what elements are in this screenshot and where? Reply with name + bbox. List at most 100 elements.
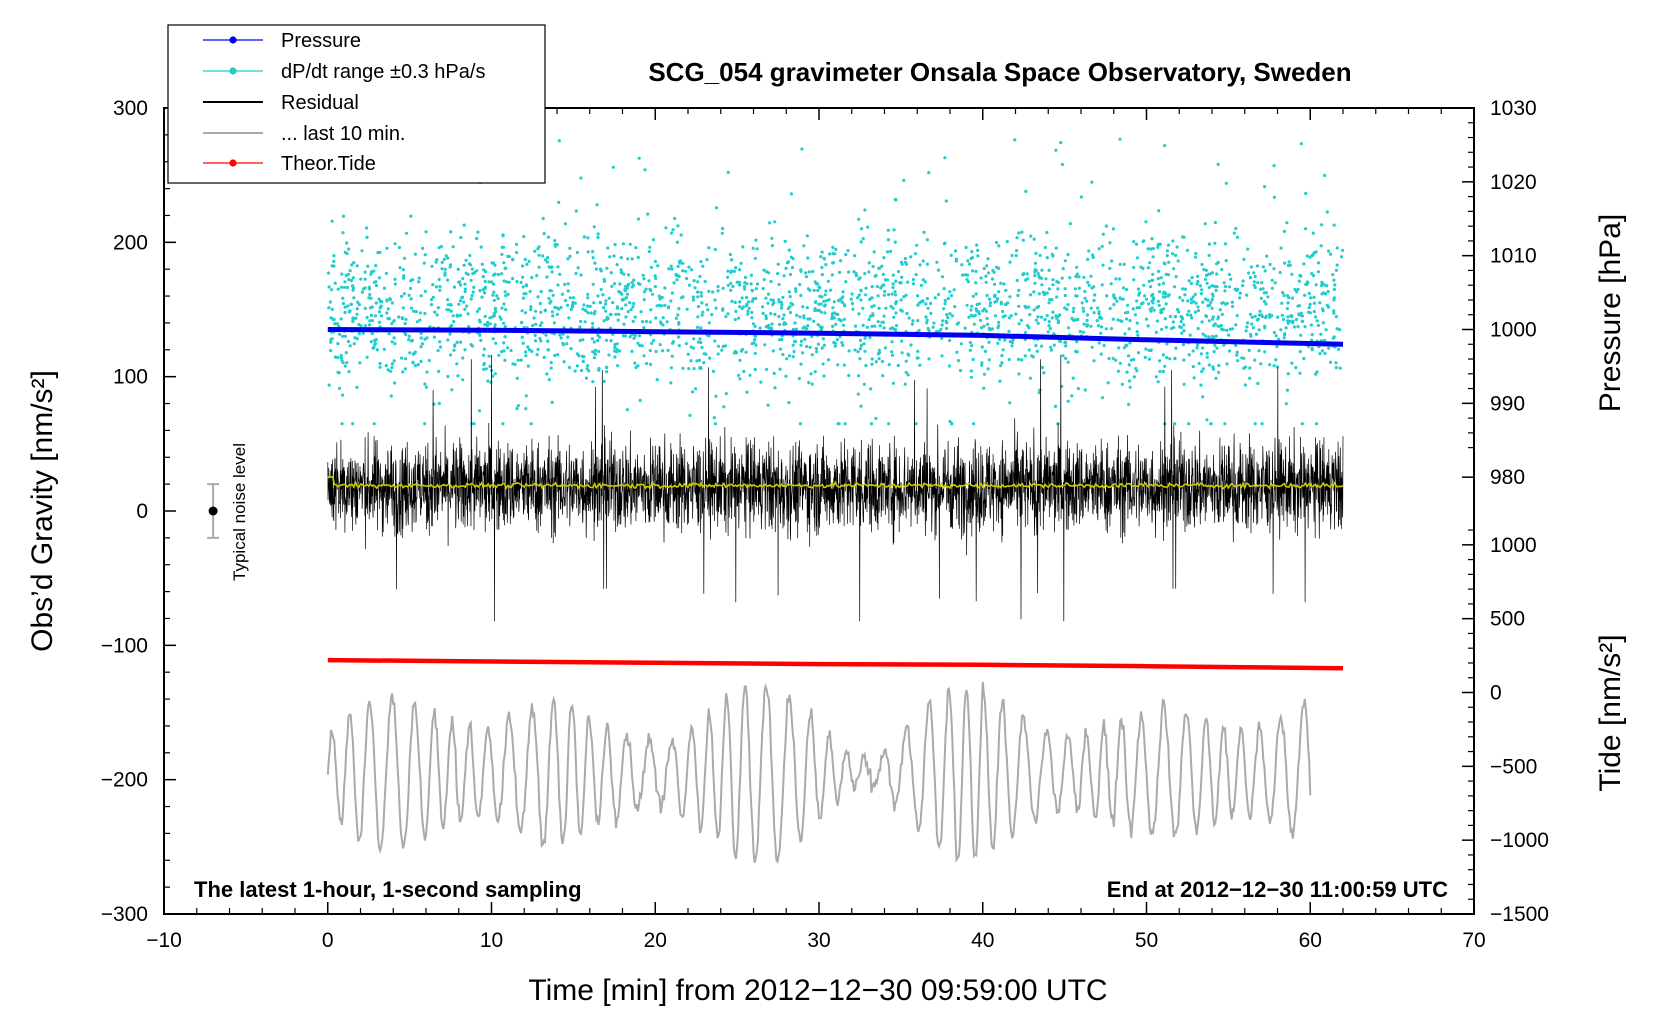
dpdt-point (458, 280, 462, 284)
dpdt-point (1268, 363, 1272, 367)
dpdt-point (969, 256, 973, 261)
dpdt-point (494, 341, 498, 345)
dpdt-point (1219, 323, 1223, 328)
dpdt-point (1104, 327, 1108, 331)
dpdt-point (907, 316, 911, 320)
dpdt-point (604, 299, 608, 303)
dpdt-point (597, 368, 601, 372)
dpdt-point (833, 252, 837, 256)
dpdt-point (501, 233, 505, 237)
dpdt-point (521, 341, 525, 345)
dpdt-point (1175, 245, 1179, 249)
dpdt-point (820, 250, 824, 254)
dpdt-point (983, 349, 988, 353)
dpdt-point (369, 272, 373, 276)
dpdt-point (789, 255, 793, 259)
noise-level-marker (207, 483, 220, 539)
dpdt-point (1301, 319, 1305, 323)
dpdt-point (1242, 257, 1246, 261)
dpdt-point (1303, 293, 1307, 297)
dpdt-point (1285, 307, 1289, 311)
dpdt-point (734, 309, 738, 313)
dpdt-point (1196, 279, 1200, 284)
dpdt-point (765, 367, 769, 371)
dpdt-point (1047, 320, 1051, 324)
dpdt-point (341, 214, 346, 218)
dpdt-point (1275, 345, 1279, 349)
dpdt-point (486, 379, 490, 383)
dpdt-point (1257, 313, 1261, 317)
dpdt-point (802, 325, 806, 329)
legend-label-pressure: Pressure (281, 30, 361, 52)
dpdt-point (464, 258, 468, 262)
dpdt-point (787, 248, 791, 252)
dpdt-point (352, 342, 356, 346)
dpdt-point (965, 303, 969, 307)
dpdt-point (1143, 294, 1147, 298)
dpdt-point (1146, 247, 1150, 251)
dpdt-point (923, 280, 927, 284)
dpdt-point (1204, 268, 1208, 272)
dpdt-point (671, 228, 675, 232)
dpdt-point (843, 422, 847, 426)
dpdt-point (667, 267, 671, 271)
dpdt-point (817, 308, 821, 312)
dpdt-point (488, 322, 492, 326)
dpdt-point (328, 300, 332, 304)
dpdt-point (411, 309, 416, 313)
dpdt-point (858, 347, 863, 351)
dpdt-point (809, 372, 813, 376)
dpdt-point (770, 244, 775, 248)
dpdt-point (927, 171, 931, 175)
dpdt-point (754, 296, 758, 301)
dpdt-point (378, 306, 382, 310)
dpdt-point (713, 422, 718, 426)
dpdt-point (677, 307, 681, 311)
dpdt-point (1165, 356, 1169, 360)
dpdt-point (781, 352, 785, 357)
dpdt-point (1083, 289, 1087, 294)
dpdt-point (788, 272, 793, 277)
dpdt-point (436, 349, 440, 353)
dpdt-point (1154, 375, 1158, 379)
dpdt-point (352, 296, 356, 300)
dpdt-point (808, 317, 812, 321)
dpdt-point (601, 293, 605, 297)
dpdt-point (1332, 335, 1336, 339)
dpdt-point (1102, 343, 1106, 348)
dpdt-point (492, 282, 496, 286)
dpdt-point (560, 292, 565, 296)
dpdt-point (1123, 332, 1127, 336)
dpdt-point (330, 307, 334, 311)
dpdt-point (1164, 325, 1168, 329)
dpdt-point (544, 333, 548, 337)
dpdt-point (690, 268, 694, 272)
dpdt-point (1155, 319, 1159, 323)
dpdt-point (1009, 314, 1013, 318)
dpdt-point (1265, 254, 1269, 258)
dpdt-point (681, 269, 685, 273)
dpdt-point (798, 315, 802, 319)
dpdt-point (836, 363, 840, 367)
dpdt-point (823, 293, 827, 297)
dpdt-point (566, 289, 570, 293)
dpdt-point (1081, 330, 1086, 334)
dpdt-point (976, 248, 980, 252)
dpdt-point (591, 282, 595, 286)
dpdt-point (974, 281, 978, 285)
dpdt-point (499, 317, 503, 321)
dpdt-point (971, 357, 975, 362)
dpdt-point (1318, 301, 1322, 305)
dpdt-point (882, 293, 887, 297)
dpdt-point (615, 263, 619, 267)
dpdt-point (910, 322, 915, 326)
dpdt-point (1282, 336, 1286, 340)
dpdt-point (768, 221, 772, 225)
dpdt-point (1021, 273, 1025, 277)
dpdt-point (377, 276, 381, 280)
dpdt-point (960, 263, 964, 267)
dpdt-point (844, 252, 848, 257)
dpdt-point (841, 343, 845, 347)
dpdt-point (423, 289, 427, 293)
dpdt-point (637, 156, 641, 160)
